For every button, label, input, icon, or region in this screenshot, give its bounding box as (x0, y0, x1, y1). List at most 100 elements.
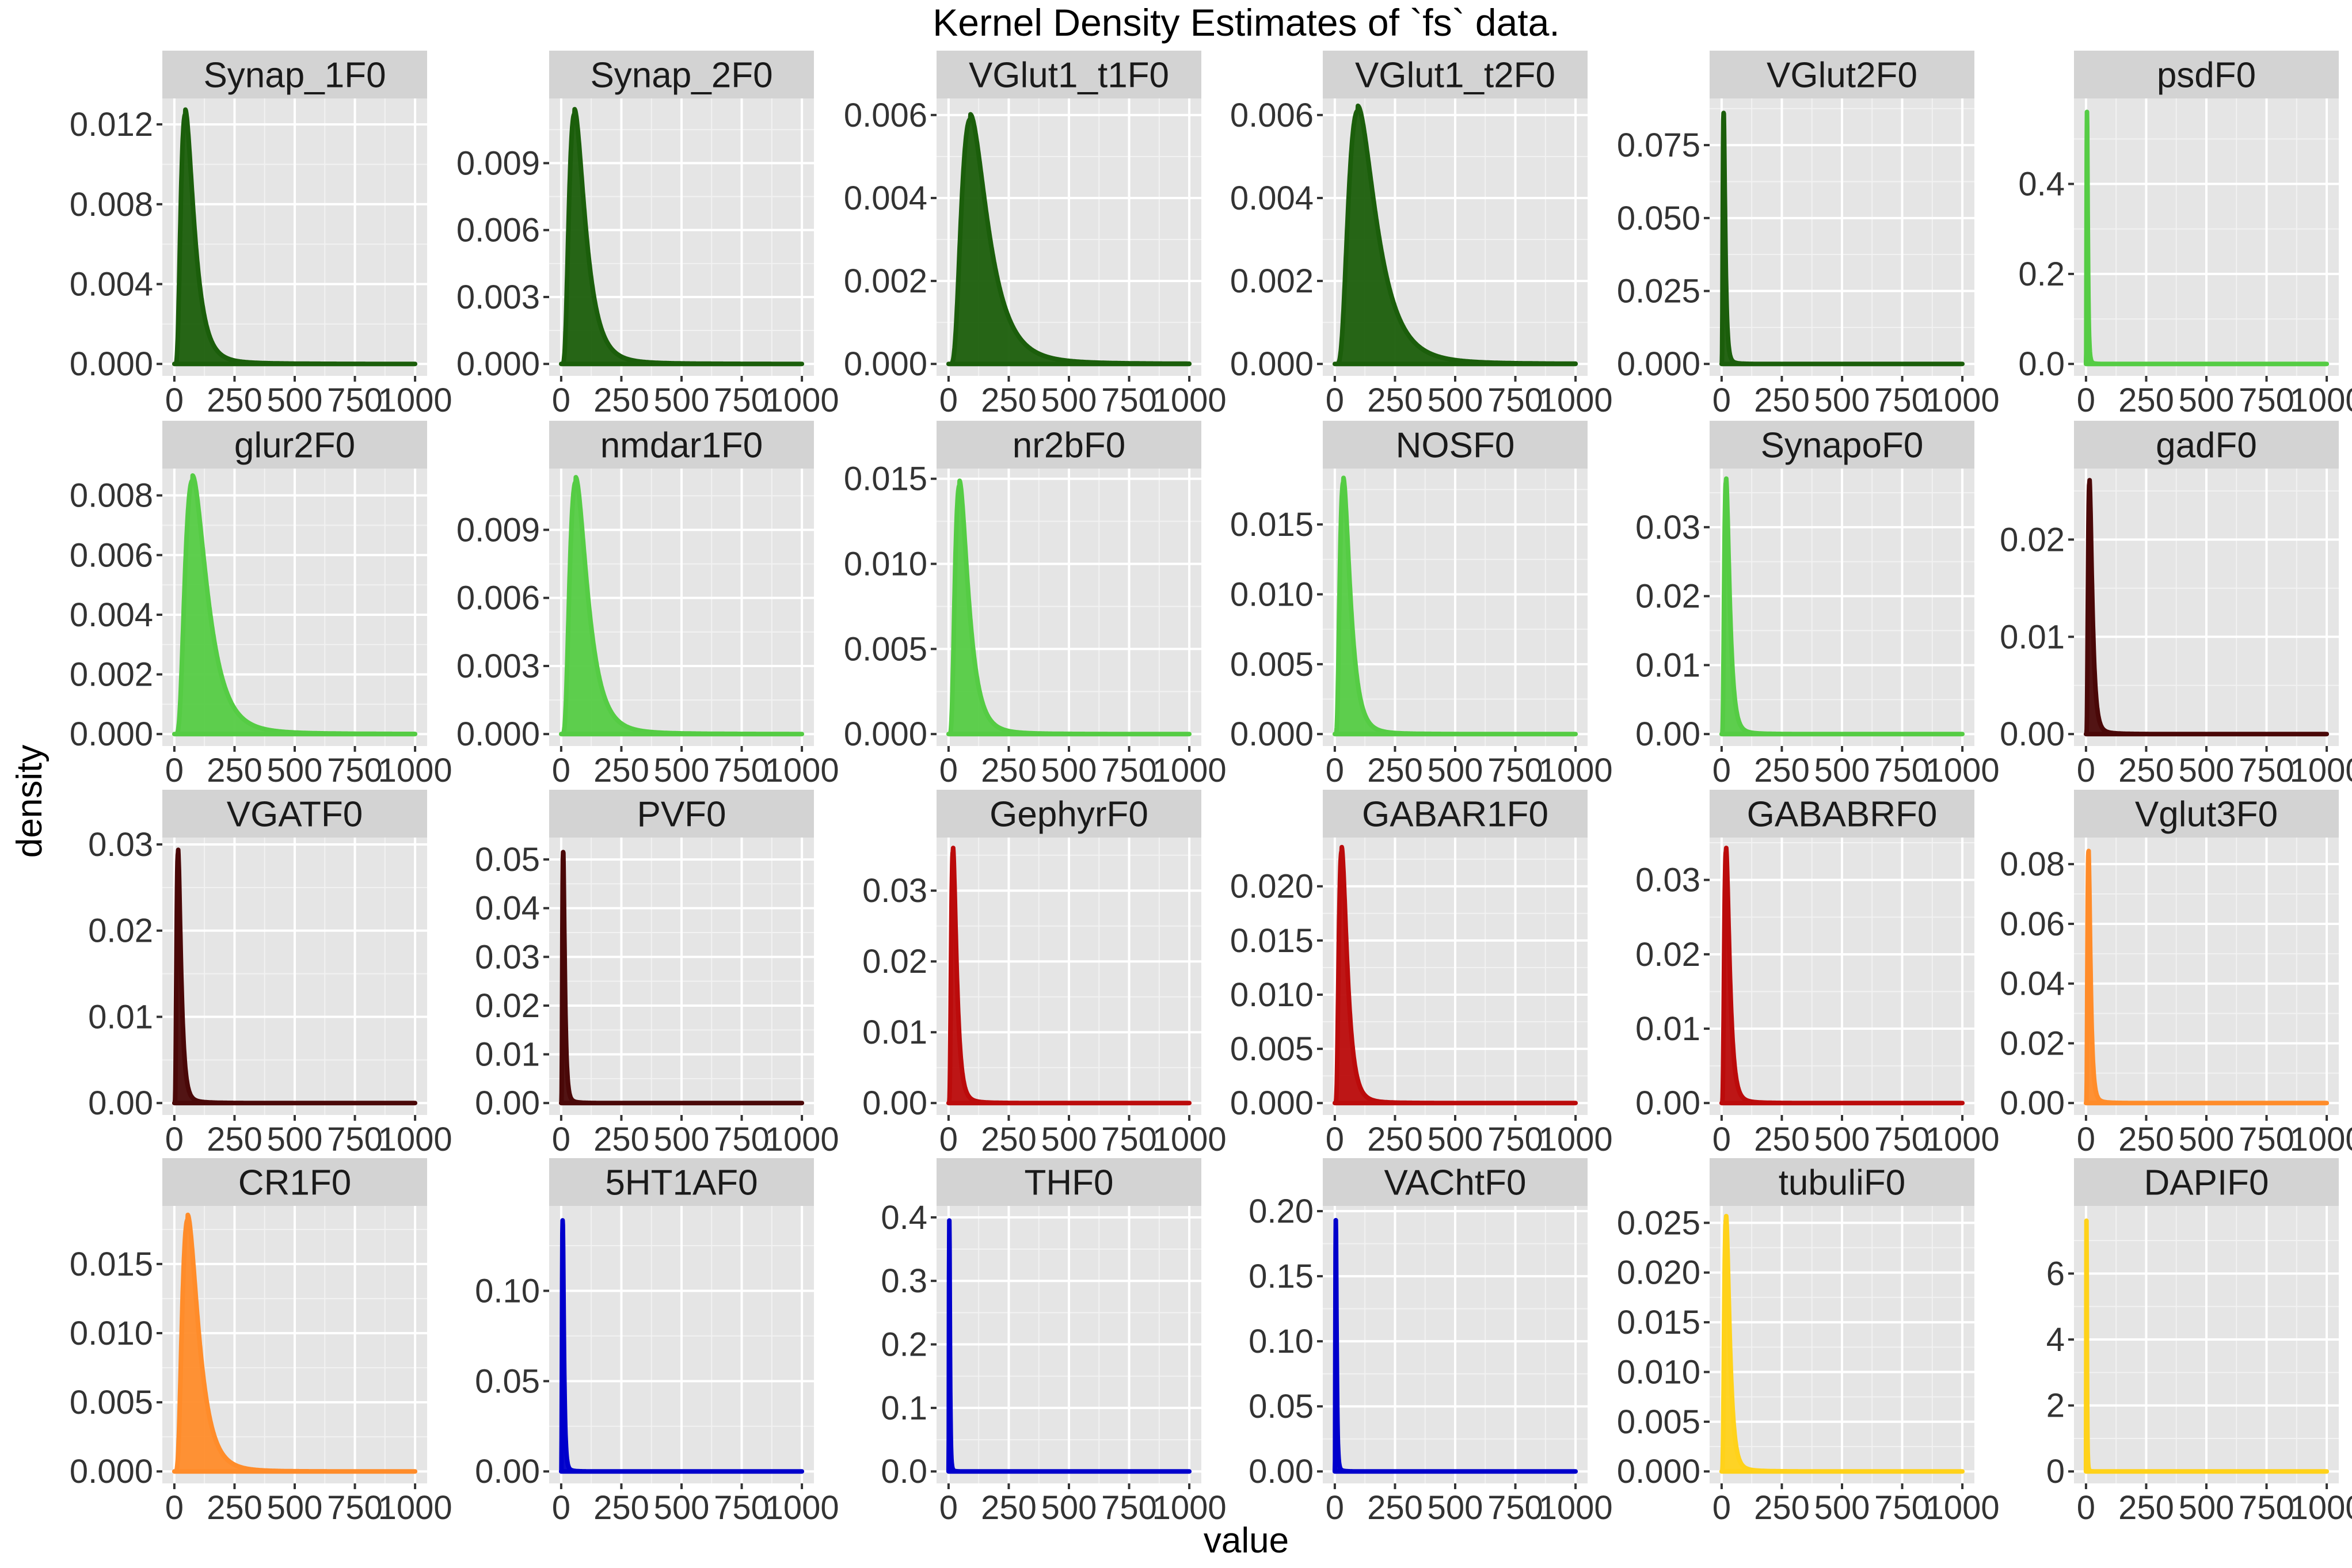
x-tick-label: 750 (714, 1489, 770, 1527)
density-area (946, 478, 1192, 737)
y-tick-label: 0.002 (844, 262, 927, 300)
y-tick-label: 0.00 (88, 1084, 153, 1122)
x-tick-label: 750 (2239, 382, 2294, 419)
y-tick-label: 0.2 (2018, 256, 2065, 293)
x-tick-label: 0 (1326, 752, 1344, 789)
facet-strip (549, 51, 814, 98)
x-tick-label: 250 (2118, 752, 2174, 789)
x-tick-label: 750 (714, 752, 770, 789)
y-tick-label: 0.08 (2000, 846, 2065, 883)
y-tick-label: 0.01 (1635, 1010, 1700, 1048)
y-tick-label: 0.010 (1230, 976, 1314, 1014)
x-tick-label: 500 (1041, 752, 1097, 789)
x-tick-label: 750 (2239, 1121, 2294, 1158)
x-tick-label: 1000 (378, 1121, 452, 1158)
y-tick-label: 0.04 (475, 890, 540, 927)
density-area (946, 846, 1192, 1106)
facet-strip (549, 1158, 814, 1206)
y-tick-label: 0 (2046, 1453, 2065, 1490)
y-tick-label: 0.01 (2000, 618, 2065, 656)
x-tick-label: 750 (1874, 752, 1930, 789)
density-area (558, 106, 805, 367)
x-tick-label: 500 (1814, 1489, 1870, 1527)
x-tick-label: 0 (1326, 382, 1344, 419)
y-tick-label: 0.4 (881, 1199, 927, 1236)
x-tick-label: 1000 (2290, 752, 2352, 789)
y-tick-label: 0.000 (1617, 1453, 1700, 1490)
y-tick-label: 0.008 (70, 186, 153, 223)
y-tick-label: 0.000 (1230, 345, 1314, 383)
facet-strip-label: VGATF0 (227, 795, 363, 835)
y-tick-label: 0.025 (1617, 273, 1700, 310)
x-tick-label: 0 (1712, 382, 1731, 419)
y-tick-label: 0.000 (70, 1453, 153, 1490)
x-tick-label: 1000 (2290, 1121, 2352, 1158)
x-tick-label: 0 (552, 1489, 570, 1527)
y-tick-label: 0.1 (881, 1390, 927, 1427)
x-tick-label: 250 (1754, 1489, 1810, 1527)
x-tick-label: 250 (1367, 1121, 1423, 1158)
x-tick-label: 1000 (1152, 1121, 1227, 1158)
x-tick-label: 0 (1712, 752, 1731, 789)
facet-panel: glur2F0 0.000 0.002 0.004 0.006 0.008 0 250 500 7… (70, 421, 452, 789)
x-tick-label: 750 (1874, 382, 1930, 419)
x-tick-label: 250 (593, 1489, 649, 1527)
x-tick-label: 250 (593, 752, 649, 789)
x-tick-label: 750 (1101, 752, 1157, 789)
y-tick-label: 0.05 (1249, 1388, 1314, 1425)
x-tick-label: 0 (1326, 1121, 1344, 1158)
y-tick-label: 0.02 (1635, 578, 1700, 615)
x-tick-label: 1000 (2290, 382, 2352, 419)
density-area (946, 1218, 1192, 1474)
x-tick-label: 750 (327, 382, 383, 419)
y-tick-label: 0.005 (844, 630, 927, 668)
x-tick-label: 0 (939, 752, 958, 789)
y-tick-label: 0.005 (70, 1384, 153, 1421)
x-tick-label: 1000 (2290, 1489, 2352, 1527)
x-tick-label: 500 (1041, 1121, 1097, 1158)
x-tick-label: 500 (1814, 752, 1870, 789)
facet-panel: tubuliF0 0.000 0.005 0.010 0.015 0.020 0.025 0 2… (1617, 1158, 2000, 1527)
y-tick-label: 0.002 (70, 656, 153, 694)
y-tick-label: 0.01 (1635, 646, 1700, 684)
x-tick-label: 500 (2179, 752, 2235, 789)
facet-panel: VGlut2F0 0.000 0.025 0.050 0.075 0 250 500 75010… (1617, 51, 2000, 419)
y-tick-label: 0.002 (1230, 262, 1314, 300)
facet-strip-label: PVF0 (637, 795, 726, 835)
y-tick-label: 0.03 (475, 938, 540, 976)
density-area (1719, 1213, 1965, 1474)
y-tick-label: 2 (2046, 1387, 2065, 1425)
y-tick-label: 0.000 (1230, 1084, 1314, 1122)
x-tick-label: 250 (981, 752, 1037, 789)
y-tick-label: 0.02 (475, 987, 540, 1025)
y-tick-label: 0.006 (456, 580, 540, 617)
x-tick-label: 1000 (765, 1489, 839, 1527)
x-tick-label: 500 (2179, 1489, 2235, 1527)
y-tick-label: 0.020 (1230, 868, 1314, 905)
y-tick-label: 0.004 (70, 266, 153, 303)
x-tick-label: 750 (1487, 1489, 1543, 1527)
x-tick-label: 1000 (1152, 1489, 1227, 1527)
x-tick-label: 0 (2077, 1489, 2095, 1527)
density-area (1719, 476, 1965, 737)
x-tick-label: 750 (327, 1121, 383, 1158)
facet-panel: VGlut1_t2F0 0.000 0.002 0.004 0.006 0 250 500 75… (1230, 51, 1613, 419)
x-tick-label: 0 (939, 382, 958, 419)
x-tick-label: 0 (1326, 1489, 1344, 1527)
x-tick-label: 750 (327, 752, 383, 789)
y-tick-label: 0.06 (2000, 905, 2065, 943)
x-tick-label: 750 (2239, 1489, 2294, 1527)
x-tick-label: 500 (267, 1121, 323, 1158)
y-axis-title: density (10, 745, 50, 858)
y-tick-label: 0.3 (881, 1262, 927, 1300)
y-tick-label: 0.000 (1617, 345, 1700, 383)
y-tick-label: 0.01 (88, 998, 153, 1036)
facet-strip (1710, 51, 1974, 98)
x-tick-label: 250 (207, 1489, 262, 1527)
y-tick-label: 0.02 (2000, 1025, 2065, 1062)
facet-strip (2074, 421, 2339, 469)
y-tick-label: 0.015 (70, 1246, 153, 1283)
y-tick-label: 0.15 (1249, 1258, 1314, 1295)
